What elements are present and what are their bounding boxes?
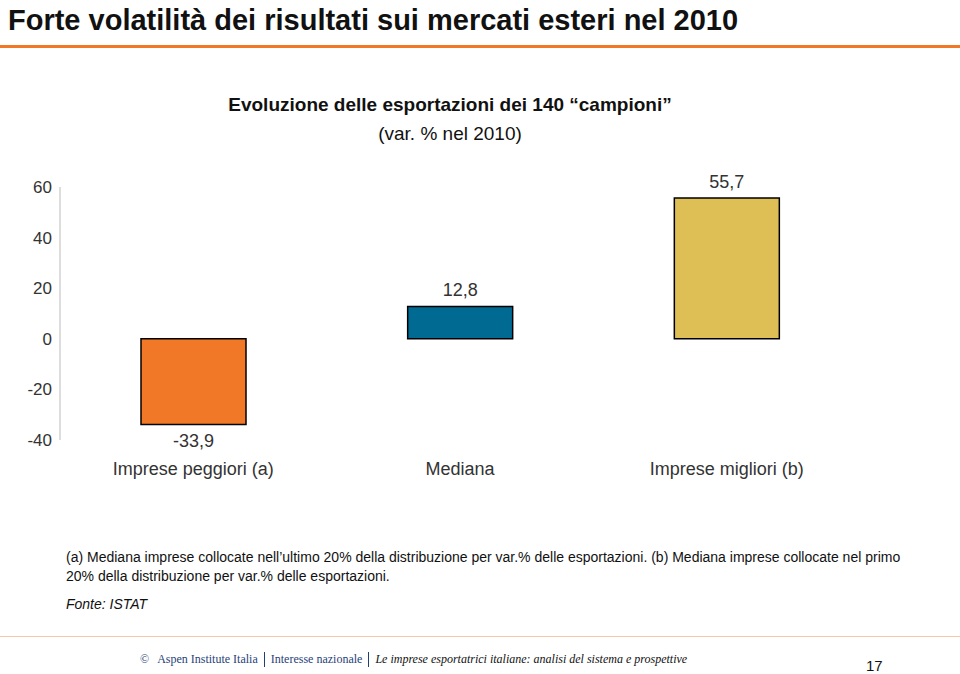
svg-text:-40: -40: [27, 431, 52, 450]
html-text:Forte volatilità dei risultati: Forte volatilità dei risultati sui merca…: [8, 4, 739, 36]
html-text:17: 17: [866, 657, 883, 674]
html-text:Interesse nazionale: Interesse nazionale: [270, 652, 363, 666]
html-text:Evoluzione delle esportazioni: Evoluzione delle esportazioni dei 140 “c…: [228, 94, 672, 115]
html-text:Le imprese esportatrici italia: Le imprese esportatrici italiane: analis…: [375, 652, 688, 666]
svg-text:Imprese peggiori (a): Imprese peggiori (a): [113, 459, 274, 479]
svg-text:60: 60: [33, 178, 52, 197]
html-text:(var. % nel 2010): (var. % nel 2010): [378, 123, 522, 144]
html-text:Fonte: ISTAT: Fonte: ISTAT: [66, 596, 148, 612]
svg-text:55,7: 55,7: [709, 172, 744, 192]
svg-text:Imprese migliori (b): Imprese migliori (b): [650, 459, 804, 479]
html-text:(a) Mediana imprese collocate: (a) Mediana imprese collocate nell’ultim…: [66, 549, 901, 584]
html-text:Aspen Institute Italia: Aspen Institute Italia: [157, 652, 258, 666]
svg-text:12,8: 12,8: [443, 280, 478, 300]
svg-text:40: 40: [33, 229, 52, 248]
svg-text:-33,9: -33,9: [173, 431, 214, 451]
svg-text:20: 20: [33, 279, 52, 298]
svg-text:0: 0: [43, 330, 52, 349]
svg-text:Mediana: Mediana: [425, 459, 495, 479]
svg-text:-20: -20: [27, 380, 52, 399]
